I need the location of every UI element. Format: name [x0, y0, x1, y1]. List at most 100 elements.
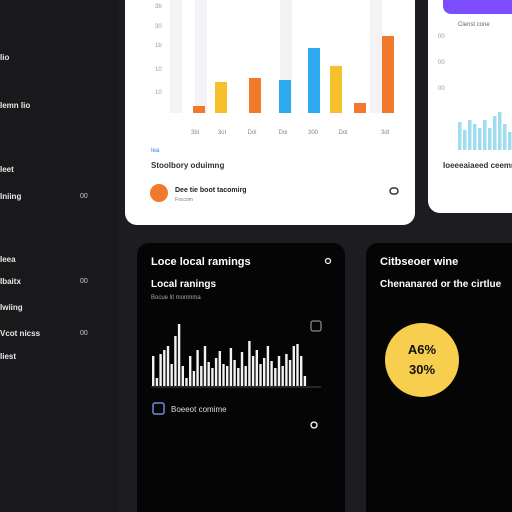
x-tick-label: 3bl [191, 130, 199, 136]
x-tick-label: 3dl [381, 130, 389, 136]
bar [259, 364, 262, 386]
bar [274, 368, 277, 386]
bar [251, 356, 255, 386]
caption: Ioeeeaiaeed ceemmee [443, 161, 512, 170]
bar [181, 366, 184, 386]
x-tick-label: Dol [338, 130, 347, 136]
bar [281, 366, 284, 386]
nav-item[interactable]: Ieet [0, 165, 14, 174]
bar [498, 112, 502, 150]
bar [218, 351, 221, 386]
caption: Stoolbory oduimng [151, 161, 224, 170]
nav-item[interactable]: Iio [0, 53, 10, 62]
bar [244, 366, 247, 386]
nav-item[interactable]: Iwiing [0, 303, 23, 312]
nav-item[interactable]: Iemn Iio [0, 101, 31, 110]
nav-item[interactable]: Ieea [0, 255, 16, 264]
nav-item[interactable]: Iniing [0, 192, 22, 201]
bar [493, 116, 497, 150]
bar [226, 366, 229, 386]
stat-circle [385, 323, 459, 397]
y-tick-label: 10 [155, 90, 162, 96]
bar [292, 346, 295, 386]
nav-item[interactable]: Ibaitx [0, 277, 21, 286]
bar [229, 348, 233, 386]
column-bg [370, 0, 382, 113]
bar [266, 346, 270, 386]
right-card: Cienst cone 00 00 00 Ioeeeaiaeed ceemmee [428, 0, 512, 213]
bar [382, 36, 394, 113]
stat-value: 30% [409, 362, 435, 377]
stats-subtitle: Chenanared or the cirtlue [380, 279, 502, 290]
bar [503, 124, 507, 150]
bar [288, 360, 292, 386]
bar [177, 324, 181, 386]
bar [214, 358, 218, 386]
rankings-card: Loce local ramings Local ranings Bocue lit… [137, 243, 345, 512]
bar [463, 130, 467, 150]
bar [285, 354, 288, 386]
bar [249, 78, 261, 113]
bar [174, 336, 177, 386]
bar [248, 341, 251, 386]
bar [483, 120, 487, 150]
card-note: Bocue lit monmma [151, 295, 201, 301]
nav-count: 00 [80, 193, 88, 200]
stats-title: Citbseoer wine [380, 256, 458, 268]
bar [308, 48, 320, 113]
bar [211, 368, 214, 386]
y-tick-label: 00 [438, 86, 445, 92]
rankings-chart: Loce local ramings Local ranings Bocue lit… [151, 256, 332, 429]
avatar [150, 184, 168, 202]
stat-value: A6% [408, 342, 437, 357]
bar [192, 371, 196, 386]
x-tick-label: Doi [278, 130, 287, 136]
checkbox[interactable] [152, 402, 165, 415]
link[interactable]: Iea [151, 148, 160, 154]
x-tick-label: 300 [308, 130, 319, 136]
bar [277, 356, 281, 386]
bar [163, 350, 166, 386]
bar [189, 356, 192, 386]
bar [170, 364, 173, 386]
bar [185, 378, 188, 386]
nav-count: 00 [80, 278, 88, 285]
button-text: Cienst cone [458, 22, 490, 28]
column-bg [170, 0, 182, 113]
nav-item[interactable]: Iiest [0, 352, 17, 361]
bar [303, 376, 307, 386]
stats: Citbseoer wine Chenanared or the cirtlue… [380, 256, 502, 397]
y-tick-label: 3b [155, 4, 162, 10]
bar [207, 362, 210, 386]
y-tick-label: 1b [155, 43, 162, 49]
bar [233, 360, 236, 386]
bar [240, 352, 244, 386]
bar [300, 356, 303, 386]
bar [488, 128, 492, 150]
bar [203, 346, 207, 386]
bar [193, 106, 205, 113]
bar [330, 66, 342, 113]
card-title: Loce local ramings [151, 256, 251, 268]
bar [473, 124, 477, 150]
bar [468, 120, 472, 150]
bar [279, 80, 291, 113]
bar [255, 350, 258, 386]
bar [215, 82, 227, 113]
chart-icon[interactable] [310, 320, 322, 332]
button[interactable] [443, 0, 512, 14]
bar [152, 356, 155, 386]
icon[interactable] [389, 187, 399, 195]
radio[interactable] [310, 421, 318, 429]
menu-icon[interactable] [324, 257, 332, 265]
top-chart: 3b 30 1b 10 10 3bl 3oI Dol Doi 300 Dol 3dl Iea Stoolb… [150, 0, 399, 203]
x-tick-label: Dol [247, 130, 256, 136]
y-tick-label: 30 [155, 24, 162, 30]
bar [270, 361, 273, 386]
card-subtitle: Local ranings [151, 279, 216, 290]
y-tick-label: 10 [155, 67, 162, 73]
right-chart: Cienst cone 00 00 00 Ioeeeaiaeed ceemmee [438, 0, 512, 170]
footer-sub: Foccom [175, 197, 193, 203]
nav-item[interactable]: Vcot nicss [0, 329, 41, 338]
